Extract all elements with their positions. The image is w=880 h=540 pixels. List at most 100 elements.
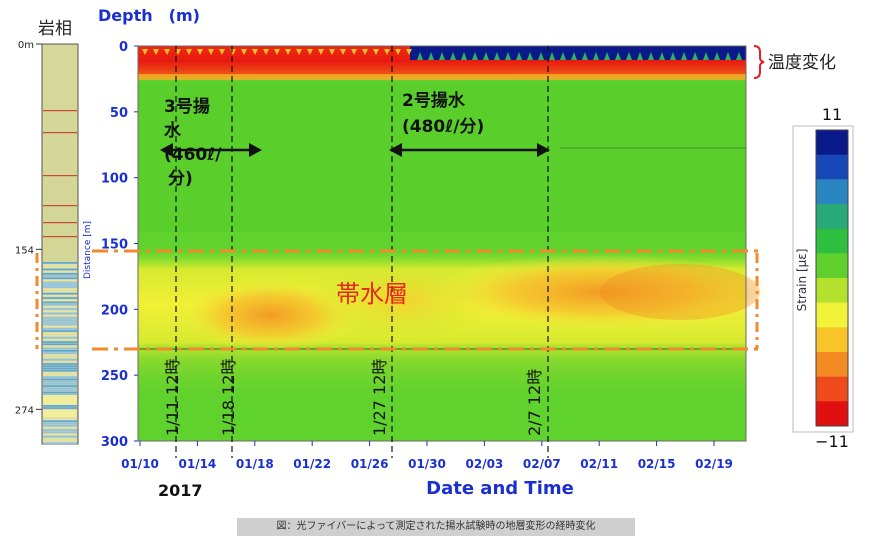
lithology-layer [43,339,77,341]
lithology-layer [43,319,77,321]
lithology-layer [43,431,77,434]
lithology-layer [43,273,77,275]
surface-pattern-mark [307,49,313,55]
lithology-layer [43,284,77,286]
y-tick-label: 200 [101,303,128,318]
surface-pattern-mark [659,52,665,60]
lithology-layer [43,299,77,302]
surface-pattern-mark [670,52,676,60]
lithology-layer [43,365,77,368]
surface-pattern-mark [725,52,731,60]
lithology-thin-layer [43,236,77,238]
surface-pattern-mark [318,49,324,55]
surface-pattern-mark [626,52,632,60]
event-label-1-27: 1/27 12時 [370,359,389,436]
surface-pattern-mark [483,52,489,60]
lithology-layer [43,358,77,361]
lithology-layer [43,438,77,440]
colorbar-swatch [816,253,848,279]
lithology-layer [43,427,77,429]
heatmap [137,45,770,442]
x-tick-label: 01/30 [408,457,446,471]
lithology-depth-labels: 0m 154 274 [15,40,42,416]
heatmap-upper-tone [138,82,746,232]
surface-pattern-mark [274,49,280,55]
heatmap-surface-orange-edge [138,74,746,80]
pump2-arrow-left-head [389,143,402,157]
x-tick-label: 02/15 [638,457,676,471]
colorbar-swatches [816,130,848,427]
aquifer-label: 帯水層 [336,280,408,308]
colorbar-swatch [816,376,848,402]
lithology-layers [43,110,77,445]
x-tick-label: 02/07 [523,457,561,471]
surface-pattern-mark [186,49,192,55]
heatmap-surface-pattern [142,49,742,60]
surface-pattern-mark [351,49,357,55]
lithology-layer [43,387,77,390]
lithology-layer [43,356,77,359]
y-tick-label: 100 [101,172,128,187]
lithology-layer [43,288,77,291]
event-label-1-18: 1/18 12時 [219,359,238,436]
surface-pattern-mark [395,49,401,55]
colorbar-swatch [816,179,848,205]
lithology-layer [43,262,77,264]
y-tick-label: 0 [119,40,128,55]
lithology-layer [43,395,77,405]
lithology-layer [43,275,77,277]
x-tick-label: 02/19 [695,457,733,471]
surface-pattern-mark [538,52,544,60]
lithology-layer [43,286,77,288]
lithology-layer [43,264,77,266]
lithology-layer [43,343,77,346]
lithology-layer [43,297,77,299]
surface-pattern-mark [615,52,621,60]
event-label-1-11: 1/11 12時 [163,359,182,436]
surface-pattern-mark [197,49,203,55]
lithology-thin-layer [43,110,77,112]
surface-pattern-mark [252,49,258,55]
y-tick-label: 50 [110,106,128,121]
lithology-layer [43,380,77,383]
x-tick-label: 01/26 [351,457,389,471]
surface-pattern-mark [450,52,456,60]
lithology-layer [43,407,77,409]
lithology-thin-layer [43,132,77,134]
colorbar-swatch [816,302,848,328]
temperature-brace [753,45,765,79]
lithology-layer [43,420,77,423]
lithology-layer [43,378,77,381]
surface-pattern-mark [263,49,269,55]
lithology-layer [43,306,77,308]
lithology-thin-layer [43,222,77,224]
surface-pattern-mark [736,52,742,60]
y-axis-title: Depth (m) [98,6,200,25]
lithology-layer [43,325,77,328]
colorbar-swatch [816,130,848,156]
lithology-thin-layer [43,205,77,207]
surface-pattern-mark [549,52,555,60]
lithology-layer [43,328,77,330]
surface-pattern-mark [241,49,247,55]
lithology-layer [43,334,77,337]
lithology-layer [43,363,77,365]
lithology-layer [43,405,77,407]
surface-pattern-mark [582,52,588,60]
y-axis: 0 50 100 150 200 250 300 [101,40,138,450]
y-tick-label: 250 [101,369,128,384]
surface-pattern-mark [604,52,610,60]
lithology-layer [43,330,77,332]
surface-pattern-mark [406,49,412,55]
pump3-label-line-4: 分) [168,169,193,189]
surface-pattern-mark [340,49,346,55]
lithology-layer [43,369,77,372]
lithology-layer [43,308,77,310]
heatmap-aquifer-core-right [430,254,770,330]
lithology-layer [43,301,77,304]
surface-pattern-mark [571,52,577,60]
lithology-layer [43,321,77,324]
surface-pattern-mark [329,49,335,55]
lithology-layer [43,303,77,306]
x-axis-title: Date and Time [426,478,574,499]
